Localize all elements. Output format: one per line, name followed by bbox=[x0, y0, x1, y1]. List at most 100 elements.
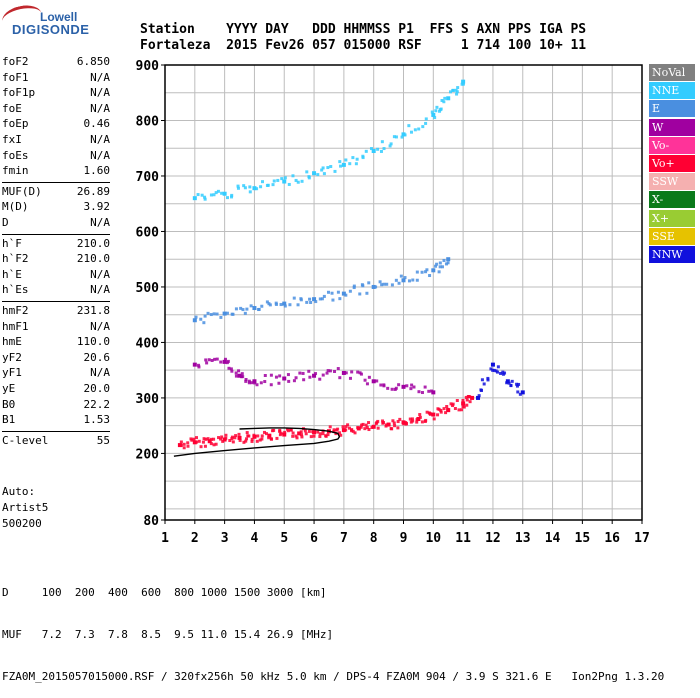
echo-point bbox=[297, 431, 302, 436]
echo-point bbox=[247, 379, 251, 383]
x-tick-label: 15 bbox=[575, 531, 591, 546]
x-tick-label: 5 bbox=[280, 531, 288, 546]
echo-point bbox=[348, 162, 352, 166]
echo-point bbox=[224, 433, 228, 437]
echo-point bbox=[421, 125, 425, 129]
param-row: h`F2 210.0 bbox=[2, 252, 110, 266]
echo-point bbox=[203, 197, 207, 201]
series-e bbox=[192, 257, 451, 325]
echo-point bbox=[455, 92, 459, 96]
series-vo bbox=[177, 394, 475, 450]
echo-point bbox=[225, 361, 229, 365]
echo-point bbox=[244, 437, 248, 441]
echo-point bbox=[308, 375, 312, 379]
echo-point bbox=[365, 291, 369, 295]
echo-point bbox=[233, 436, 237, 440]
echo-point bbox=[364, 423, 368, 427]
echo-point bbox=[451, 88, 455, 92]
echo-point bbox=[509, 384, 513, 388]
x-tick-label: 3 bbox=[221, 531, 229, 546]
echo-point bbox=[503, 371, 507, 375]
param-name: B1 bbox=[2, 413, 16, 427]
echo-point bbox=[516, 390, 520, 394]
echo-point bbox=[214, 191, 218, 195]
echo-point bbox=[336, 290, 340, 294]
echo-point bbox=[300, 433, 304, 437]
echo-point bbox=[365, 426, 369, 430]
echo-point bbox=[243, 186, 247, 190]
param-name: hmF2 bbox=[2, 304, 29, 317]
param-row: yF1 N/A bbox=[2, 366, 110, 380]
echo-point bbox=[394, 135, 398, 139]
echo-point bbox=[401, 132, 406, 137]
echo-point bbox=[234, 371, 238, 375]
echo-point bbox=[186, 441, 190, 445]
echo-point bbox=[515, 382, 519, 386]
echo-point bbox=[207, 439, 212, 444]
lowell-digisonde-logo: Lowell DIGISONDE bbox=[0, 0, 130, 40]
echo-point bbox=[520, 390, 525, 395]
param-row: foE N/A bbox=[2, 102, 110, 116]
logo-line1: Lowell bbox=[40, 10, 78, 24]
echo-point bbox=[210, 358, 214, 362]
param-value: 1.53 bbox=[83, 413, 111, 427]
param-name: yF1 bbox=[2, 366, 22, 380]
echo-point bbox=[347, 426, 351, 430]
echo-point bbox=[192, 318, 197, 323]
echo-point bbox=[326, 290, 330, 294]
autoscale-code: 500200 bbox=[2, 517, 42, 530]
echo-point bbox=[222, 191, 227, 196]
echo-point bbox=[247, 434, 251, 438]
param-name: MUF(D) bbox=[2, 184, 42, 198]
echo-point bbox=[194, 436, 198, 440]
echo-point bbox=[389, 427, 393, 431]
echo-point bbox=[242, 184, 246, 188]
echo-point bbox=[448, 90, 452, 94]
echo-point bbox=[252, 306, 257, 311]
echo-point bbox=[320, 297, 324, 301]
echo-point bbox=[282, 432, 287, 437]
param-value: 1.60 bbox=[83, 164, 111, 178]
echo-point bbox=[439, 107, 443, 111]
echo-point bbox=[250, 381, 254, 385]
echo-point bbox=[212, 437, 216, 441]
param-separator bbox=[2, 301, 110, 302]
echo-point bbox=[438, 265, 442, 269]
legend-item: SSW bbox=[649, 173, 695, 191]
echo-point bbox=[326, 166, 330, 170]
echo-point bbox=[415, 270, 419, 274]
echo-point bbox=[398, 417, 402, 421]
echo-point bbox=[436, 413, 440, 417]
echo-point bbox=[276, 178, 280, 182]
echo-point bbox=[203, 444, 207, 448]
param-value: 26.89 bbox=[76, 184, 110, 198]
echo-point bbox=[376, 147, 380, 151]
echo-point bbox=[439, 408, 443, 412]
echo-point bbox=[241, 308, 245, 312]
echo-point bbox=[501, 370, 505, 374]
header-line-1: Station YYYY DAY DDD HHMMSS P1 FFS S AXN… bbox=[140, 22, 587, 37]
echo-point bbox=[361, 422, 365, 426]
echo-point bbox=[333, 169, 337, 173]
echo-point bbox=[338, 297, 342, 301]
echo-point bbox=[296, 303, 300, 307]
echo-point bbox=[418, 415, 422, 419]
x-tick-label: 7 bbox=[340, 531, 348, 546]
echo-point bbox=[249, 304, 253, 308]
echo-point bbox=[480, 378, 484, 382]
footer-distance-row: D 100 200 400 600 800 1000 1500 3000 [km… bbox=[2, 586, 327, 599]
echo-point bbox=[260, 437, 264, 441]
electron-density-profile bbox=[173, 427, 341, 457]
echo-point bbox=[399, 274, 403, 278]
echo-point bbox=[348, 289, 352, 293]
echo-point bbox=[224, 436, 228, 440]
param-value: N/A bbox=[90, 133, 110, 146]
x-tick-label: 14 bbox=[545, 531, 561, 546]
param-row: fxI N/A bbox=[2, 133, 110, 147]
echo-point bbox=[410, 383, 414, 387]
echo-point bbox=[287, 379, 291, 383]
param-value: N/A bbox=[90, 101, 110, 115]
echo-point bbox=[446, 257, 451, 262]
echo-point bbox=[318, 432, 322, 436]
echo-point bbox=[407, 279, 411, 283]
